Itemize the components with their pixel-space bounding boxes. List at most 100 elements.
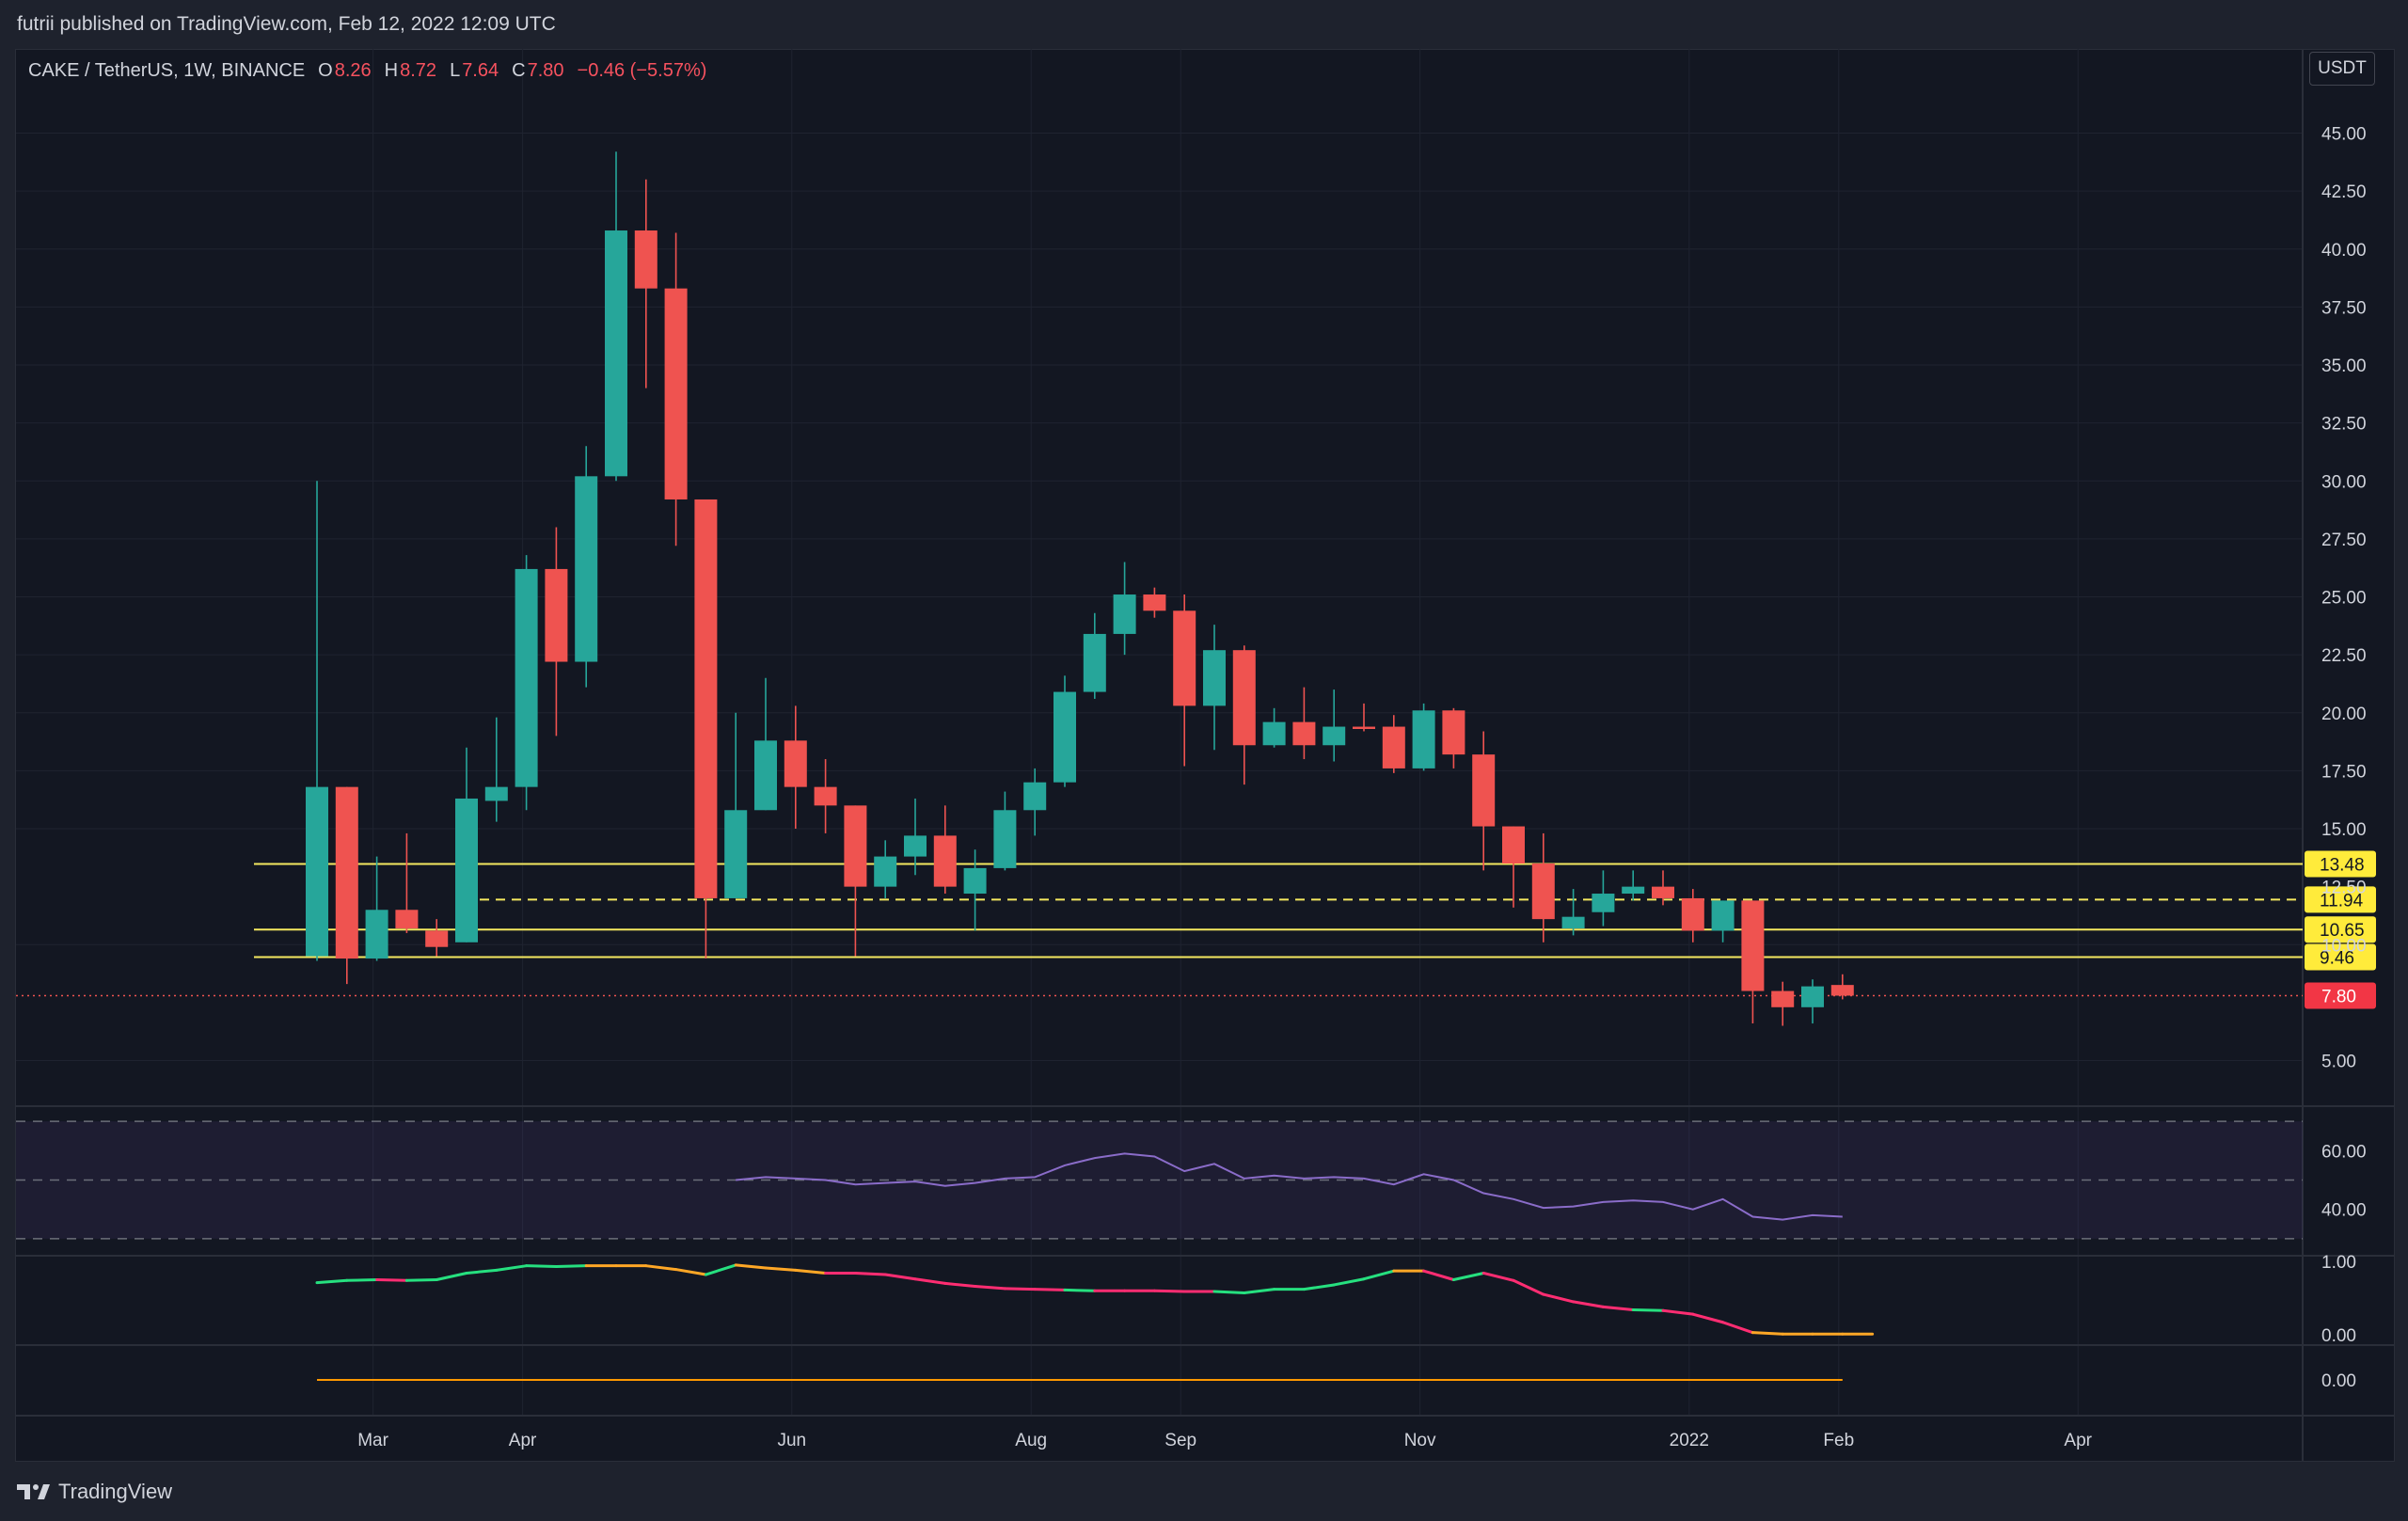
oscillator-segment[interactable] xyxy=(853,1271,887,1276)
candle-body[interactable] xyxy=(1232,650,1256,746)
oscillator-segment[interactable] xyxy=(1661,1308,1695,1316)
horizontal-levels[interactable]: 13.48 11.94 10.65 9.46 7.80 xyxy=(16,850,2376,1009)
oscillator-segment[interactable] xyxy=(495,1264,529,1272)
oscillator-segment[interactable] xyxy=(525,1264,558,1268)
rsi-panel[interactable]: 60.00 40.00 xyxy=(16,1120,2367,1240)
candle-body[interactable] xyxy=(664,288,688,499)
candle-body[interactable] xyxy=(1173,610,1196,706)
oscillator-segment[interactable] xyxy=(1243,1288,1276,1295)
oscillator-segment[interactable] xyxy=(1451,1271,1485,1281)
candle-body[interactable] xyxy=(1412,710,1435,768)
candle-body[interactable] xyxy=(1711,900,1735,931)
candle-body[interactable] xyxy=(306,786,328,957)
candle-body[interactable] xyxy=(724,810,748,898)
oscillator-segment[interactable] xyxy=(913,1277,947,1285)
candles[interactable] xyxy=(306,151,1854,1026)
oscillator-segment[interactable] xyxy=(1631,1307,1665,1312)
oscillator-segment[interactable] xyxy=(734,1263,768,1270)
oscillator-segment[interactable] xyxy=(315,1278,349,1285)
candle-body[interactable] xyxy=(1592,894,1615,912)
candle-body[interactable] xyxy=(395,910,419,928)
candle-body[interactable] xyxy=(963,867,987,895)
oscillator-segment[interactable] xyxy=(1751,1331,1784,1336)
price-axis[interactable]: 5.00 10.00 12.50 15.00 17.50 20.00 22.50 25.00 2… xyxy=(2321,125,2367,1072)
candle-body[interactable] xyxy=(1472,754,1496,827)
oscillator-segment[interactable] xyxy=(554,1264,588,1268)
oscillator-segment[interactable] xyxy=(794,1268,828,1275)
oscillator-segment[interactable] xyxy=(644,1264,678,1272)
oscillator-panel[interactable]: 1.00 0.00 xyxy=(315,1253,2356,1346)
oscillator-segment[interactable] xyxy=(1512,1278,1545,1296)
candle-body[interactable] xyxy=(515,568,538,787)
candle-body[interactable] xyxy=(575,476,598,662)
candle-body[interactable] xyxy=(993,810,1017,868)
candle-body[interactable] xyxy=(1652,886,1674,898)
oscillator-segment[interactable] xyxy=(764,1266,798,1272)
candle-body[interactable] xyxy=(814,786,837,806)
candle-body[interactable] xyxy=(1830,985,1854,996)
oscillator-segment[interactable] xyxy=(1481,1271,1515,1282)
candle-body[interactable] xyxy=(1502,826,1525,863)
oscillator-segment[interactable] xyxy=(674,1268,707,1276)
candle-body[interactable] xyxy=(365,910,388,959)
candle-body[interactable] xyxy=(1023,782,1047,811)
level-price-tag[interactable] xyxy=(2305,886,2376,913)
candle-body[interactable] xyxy=(1262,721,1286,746)
tradingview-logo[interactable]: TradingView xyxy=(17,1480,172,1504)
oscillator-segment[interactable] xyxy=(435,1271,468,1281)
candle-body[interactable] xyxy=(933,835,957,887)
candle-body[interactable] xyxy=(1083,633,1106,692)
candle-body[interactable] xyxy=(874,856,897,887)
oscillator-segment[interactable] xyxy=(1362,1269,1396,1281)
level-price-tag[interactable] xyxy=(2305,916,2376,943)
candle-body[interactable] xyxy=(1203,650,1226,706)
candle-body[interactable] xyxy=(904,835,927,857)
oscillator-segment[interactable] xyxy=(1721,1321,1754,1335)
candle-body[interactable] xyxy=(1561,916,1585,928)
candle-body[interactable] xyxy=(1353,726,1375,730)
oscillator-segment[interactable] xyxy=(1332,1277,1366,1287)
candle-body[interactable] xyxy=(1771,990,1795,1007)
oscillator-segment[interactable] xyxy=(1033,1288,1067,1291)
level-price-tag[interactable] xyxy=(2305,943,2376,971)
candle-body[interactable] xyxy=(1741,900,1765,991)
oscillator-segment[interactable] xyxy=(1302,1283,1336,1291)
oscillator-segment[interactable] xyxy=(1572,1300,1605,1308)
oscillator-segment[interactable] xyxy=(1003,1287,1037,1291)
oscillator-segment[interactable] xyxy=(345,1278,379,1282)
candle-body[interactable] xyxy=(844,805,867,887)
oscillator-segment[interactable] xyxy=(1063,1288,1097,1292)
oscillator-segment[interactable] xyxy=(465,1268,499,1275)
oscillator-segment[interactable] xyxy=(1212,1290,1246,1295)
candle-body[interactable] xyxy=(1113,594,1136,634)
candle-body[interactable] xyxy=(335,786,358,959)
oscillator-segment[interactable] xyxy=(1422,1269,1455,1281)
chart-canvas[interactable]: 13.48 11.94 10.65 9.46 7.80 60.00 40.00 1.00 0… xyxy=(0,0,2408,1462)
candle-body[interactable] xyxy=(694,499,718,898)
candle-body[interactable] xyxy=(1801,986,1824,1007)
candle-body[interactable] xyxy=(425,930,449,947)
oscillator-segment[interactable] xyxy=(1691,1312,1725,1324)
candle-body[interactable] xyxy=(1681,897,1704,931)
level-price-tag[interactable] xyxy=(2305,850,2376,878)
currency-button[interactable]: USDT xyxy=(2309,52,2375,86)
candle-body[interactable] xyxy=(784,740,807,787)
candle-body[interactable] xyxy=(1292,721,1316,746)
last-price-tag[interactable] xyxy=(2305,982,2376,1009)
candle-body[interactable] xyxy=(634,230,657,289)
candle-body[interactable] xyxy=(1442,710,1465,755)
candle-body[interactable] xyxy=(754,740,777,811)
candle-body[interactable] xyxy=(1531,863,1555,920)
oscillator-segment[interactable] xyxy=(704,1263,737,1276)
candle-body[interactable] xyxy=(1622,886,1645,895)
time-axis[interactable]: Mar Apr Jun Aug Sep Nov 2022 Feb Apr xyxy=(357,1431,2092,1450)
candle-body[interactable] xyxy=(605,230,627,477)
oscillator-segment[interactable] xyxy=(1542,1292,1576,1304)
rsi-line[interactable] xyxy=(736,1152,1843,1221)
flat-indicator-panel[interactable]: 0.00 xyxy=(317,1371,2356,1391)
candle-body[interactable] xyxy=(1382,726,1405,768)
candle-body[interactable] xyxy=(545,568,568,662)
oscillator-segment[interactable] xyxy=(375,1278,408,1282)
oscillator-segment[interactable] xyxy=(974,1285,1006,1291)
candle-body[interactable] xyxy=(1323,726,1346,746)
